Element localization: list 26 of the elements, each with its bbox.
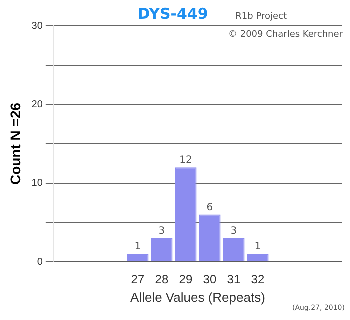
data-label: 6 — [206, 202, 214, 214]
chart-title: DYS-449 — [138, 4, 208, 23]
bar — [199, 214, 221, 262]
x-axis-title: Allele Values (Repeats) — [130, 290, 266, 305]
x-tick-label: 32 — [251, 272, 265, 287]
text: R1b Project — [234, 12, 288, 22]
x-tick-label: 31 — [227, 272, 241, 287]
x-tick-label: 30 — [203, 272, 217, 287]
data-label: 1 — [254, 242, 262, 253]
y-tick-label: 30 — [32, 20, 44, 32]
data-label: 12 — [180, 155, 192, 166]
y-tick-label: 0 — [37, 256, 44, 268]
y-tick-label: 10 — [32, 178, 44, 190]
bar — [223, 238, 245, 262]
annotation: © 2009 Charles Kerchner — [227, 30, 344, 40]
data-label: 3 — [230, 226, 238, 237]
bar — [247, 254, 269, 262]
x-tick-label: 29 — [179, 272, 193, 287]
bar — [175, 168, 197, 262]
bar — [151, 238, 173, 262]
data-label: 3 — [158, 226, 166, 237]
x-tick-label: 28 — [155, 272, 169, 287]
y-tick-label: 20 — [32, 99, 44, 110]
x-tick-label: 27 — [131, 272, 145, 287]
data-label: 1 — [134, 242, 142, 253]
y-axis-title: Count N =26 — [7, 102, 24, 186]
